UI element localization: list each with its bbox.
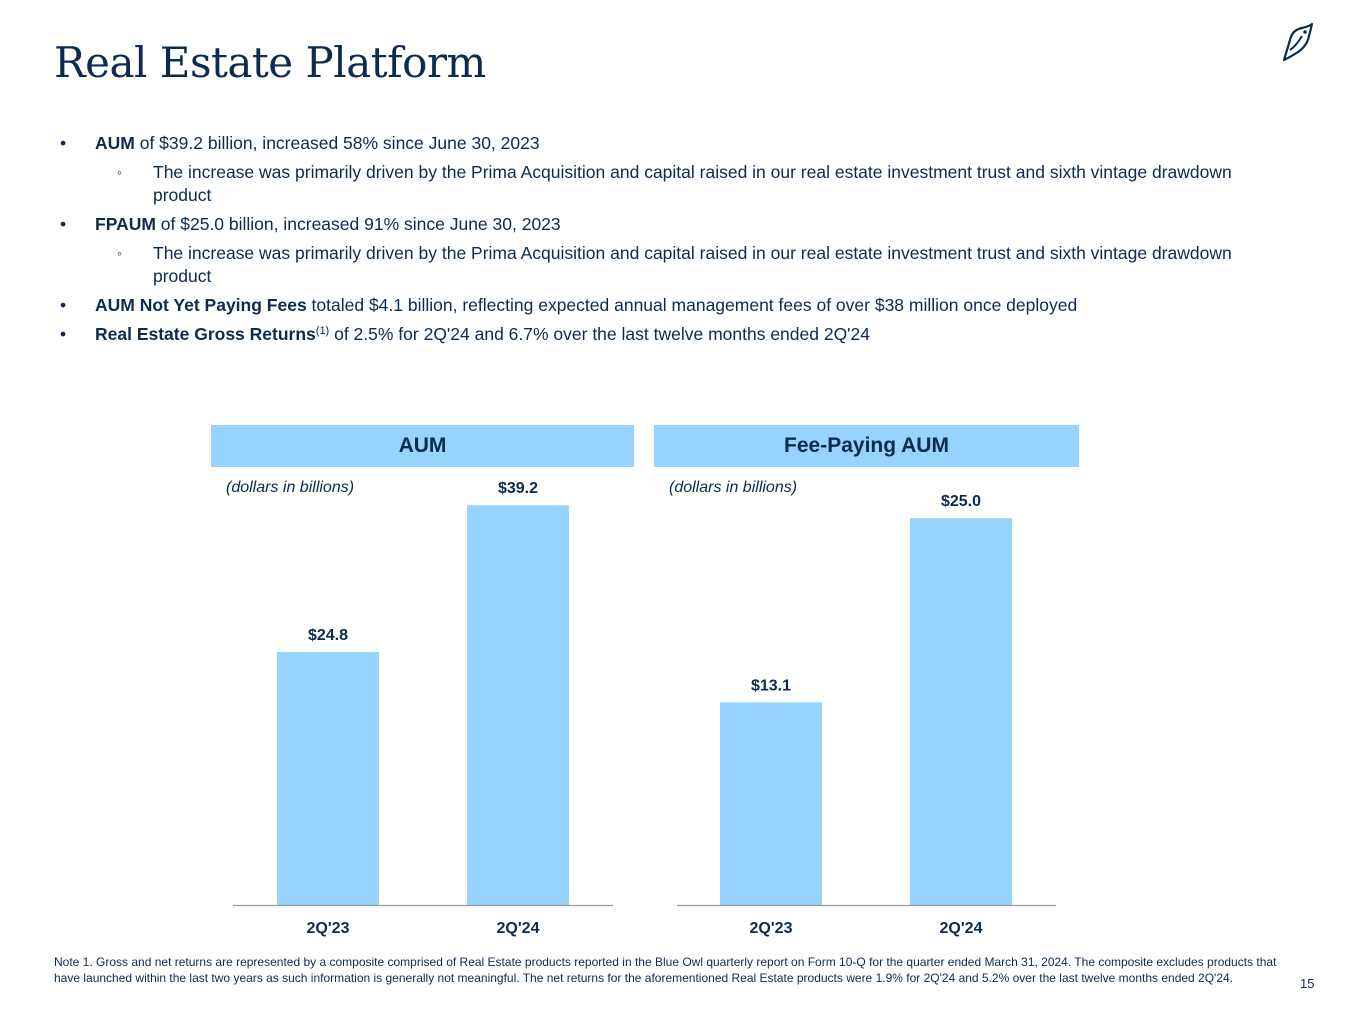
footnote: Note 1. Gross and net returns are repres… [54,955,1277,985]
fpaum-data-label-1: $25.0 [941,493,981,510]
bullet-bold: Real Estate Gross Returns [95,324,316,344]
bullet-text: totaled $4.1 billion, reflecting expecte… [306,295,1078,315]
bullet-text: of $39.2 billion, increased 58% since Ju… [134,133,540,153]
fpaum-tick-label-0: 2Q'23 [750,920,793,937]
aum-tick-label-1: 2Q'24 [497,920,540,937]
bullet-list: • AUM of $39.2 billion, increased 58% sin… [60,132,1270,352]
bullet-text: of 2.5% for 2Q'24 and 6.7% over the last… [329,324,870,344]
aum-bar-0 [277,652,379,905]
aum-units-note: (dollars in billions) [226,479,355,496]
bullet-bold: AUM Not Yet Paying Fees [95,295,307,315]
fpaum-chart-header: Fee-Paying AUM [654,425,1079,467]
aum-data-label-0: $24.8 [308,627,348,644]
page-number: 15 [1300,976,1315,991]
bullet-aum-not-paying: • AUM Not Yet Paying Fees totaled $4.1 bi… [60,294,1270,317]
bullet-text: of $25.0 billion, increased 91% since Ju… [155,214,561,234]
bullet-marker: • [60,133,67,153]
bullet-bold: AUM [95,133,135,153]
aum-data-label-1: $39.2 [498,480,538,497]
sub-bullet-text: The increase was primarily driven by the… [153,243,1232,286]
fpaum-tick-label-1: 2Q'24 [940,920,983,937]
page-title: Real Estate Platform [54,38,486,87]
fpaum-bar-0 [720,702,822,905]
sub-bullet-aum: ◦ The increase was primarily driven by th… [60,161,1270,207]
bullet-bold: FPAUM [95,214,156,234]
aum-bar-1 [467,505,569,905]
bullet-aum: • AUM of $39.2 billion, increased 58% sin… [60,132,1270,155]
sub-bullet-marker: ◦ [117,164,122,180]
owl-logo-icon [1282,22,1314,62]
aum-tick-label-0: 2Q'23 [307,920,350,937]
bullet-fpaum: • FPAUM of $25.0 billion, increased 91% s… [60,213,1270,236]
bullet-marker: • [60,295,67,315]
footnote-ref: (1) [315,325,330,337]
bullet-gross-returns: • Real Estate Gross Returns(1) of 2.5% fo… [60,323,1270,346]
fpaum-data-label-0: $13.1 [751,677,791,694]
aum-chart-header: AUM [211,425,634,467]
fpaum-units-note: (dollars in billions) [669,479,798,496]
bullet-marker: • [60,324,67,344]
fpaum-bar-1 [910,518,1012,905]
bullet-marker: • [60,214,67,234]
sub-bullet-text: The increase was primarily driven by the… [153,162,1232,205]
sub-bullet-marker: ◦ [117,245,122,261]
sub-bullet-fpaum: ◦ The increase was primarily driven by th… [60,242,1270,288]
